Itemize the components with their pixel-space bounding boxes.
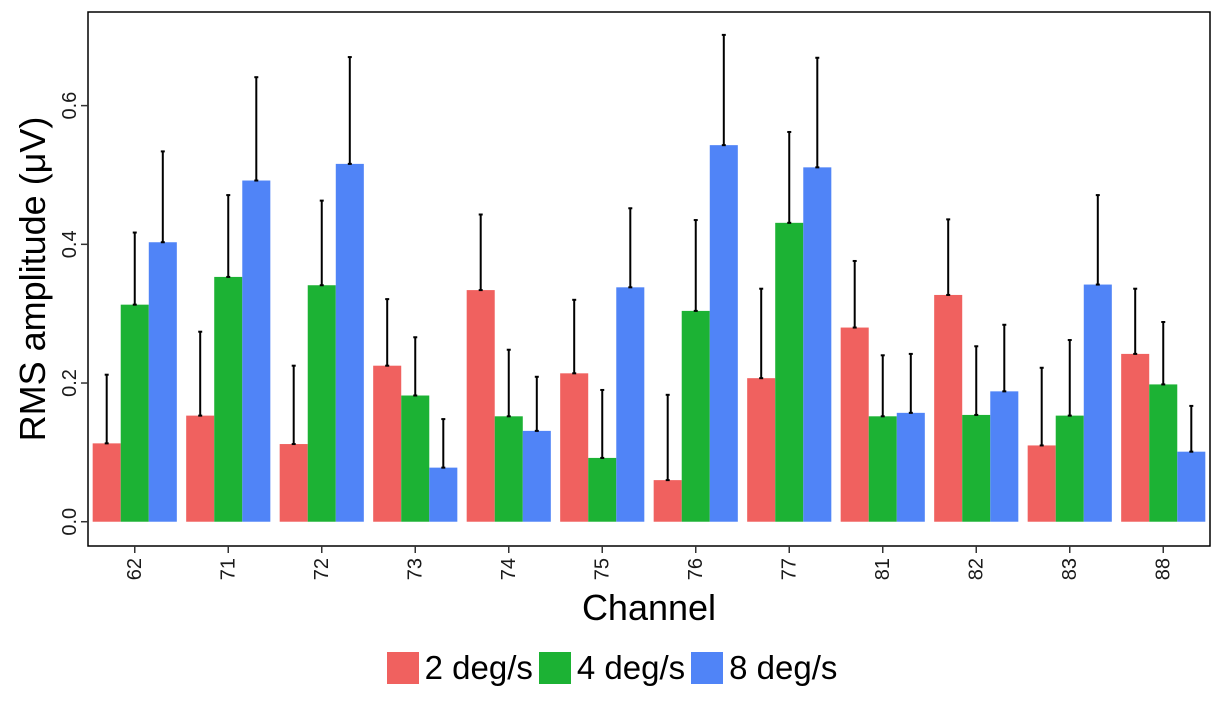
bar-88-series-1 [1121, 353, 1150, 522]
x-tick-label-72: 72 [311, 558, 333, 580]
legend-item-2: 4 deg/s [538, 649, 686, 687]
plot-panel [87, 11, 1211, 547]
bar-71-series-1 [186, 415, 215, 522]
y-tick-label-1: 0.2 [59, 369, 81, 397]
bar-74-series-1 [466, 290, 495, 522]
legend-label-2: 4 deg/s [576, 649, 686, 686]
legend-item-1: 2 deg/s [386, 649, 533, 687]
x-tick-label-76: 76 [685, 558, 707, 580]
y-tick-label-2: 0.4 [59, 230, 81, 258]
bar-82-series-1 [934, 294, 963, 522]
legend-label-3: 8 deg/s [729, 649, 838, 686]
x-axis: 62 71 72 73 74 75 76 77 81 82 83 88 [124, 546, 1174, 580]
bar-81-series-2 [868, 416, 897, 522]
legend-item-3: 8 deg/s [691, 649, 837, 687]
y-axis: 0.0 0.2 0.4 0.6 [59, 92, 88, 536]
x-tick-label-82: 82 [965, 558, 987, 580]
x-tick-label-83: 83 [1059, 558, 1081, 580]
chart: 0.0 0.2 0.4 0.6 62 71 72 73 74 75 76 77 81 82 83 88 Ch… [12, 11, 1211, 628]
bar-73-series-3 [429, 467, 458, 522]
legend-swatch-2 [538, 652, 571, 684]
x-axis-title: Channel [582, 587, 716, 628]
bar-77-series-1 [747, 378, 776, 522]
bar-76-series-3 [709, 145, 738, 522]
y-tick-label-0: 0.0 [59, 508, 81, 536]
bar-77-series-3 [803, 167, 832, 522]
bar-83-series-2 [1055, 415, 1084, 522]
error-bars-layer [104, 33, 1194, 482]
bar-73-series-2 [401, 395, 430, 522]
bar-62-series-1 [92, 443, 121, 522]
bar-88-series-3 [1177, 451, 1206, 522]
bar-62-series-2 [120, 304, 149, 522]
bar-83-series-3 [1083, 284, 1112, 522]
bar-74-series-3 [522, 430, 551, 522]
bar-71-series-2 [214, 276, 243, 522]
bar-77-series-2 [775, 222, 804, 522]
bar-82-series-3 [990, 391, 1019, 522]
bars-layer [92, 145, 1206, 522]
legend-swatch-3 [691, 652, 724, 684]
legend-label-1: 2 deg/s [424, 649, 533, 686]
bar-74-series-2 [494, 416, 523, 522]
x-tick-label-74: 74 [498, 558, 520, 580]
bar-76-series-1 [653, 480, 682, 522]
x-tick-label-75: 75 [591, 558, 613, 580]
bar-81-series-3 [896, 412, 925, 522]
bar-73-series-1 [373, 365, 402, 522]
legend-swatch-1 [386, 652, 419, 684]
bar-81-series-1 [840, 327, 869, 522]
x-tick-label-77: 77 [778, 558, 800, 580]
bar-72-series-2 [307, 285, 336, 522]
legend: 2 deg/s 4 deg/s 8 deg/s [0, 640, 1224, 696]
bar-72-series-3 [335, 163, 364, 522]
bar-88-series-2 [1149, 384, 1178, 522]
bar-75-series-2 [588, 457, 617, 522]
bar-72-series-1 [279, 444, 308, 522]
bar-75-series-3 [616, 287, 645, 522]
bar-83-series-1 [1027, 445, 1056, 522]
bar-71-series-3 [242, 180, 271, 522]
x-tick-label-81: 81 [872, 558, 894, 580]
x-tick-label-62: 62 [124, 558, 146, 580]
y-axis-title: RMS amplitude (μV) [12, 117, 53, 442]
x-tick-label-73: 73 [404, 558, 426, 580]
bar-75-series-1 [560, 373, 589, 522]
bar-82-series-2 [962, 414, 991, 522]
bar-62-series-3 [148, 242, 177, 522]
x-tick-label-71: 71 [217, 558, 239, 580]
bar-76-series-2 [681, 310, 710, 522]
x-tick-label-88: 88 [1152, 558, 1174, 580]
y-tick-label-3: 0.6 [59, 92, 81, 120]
